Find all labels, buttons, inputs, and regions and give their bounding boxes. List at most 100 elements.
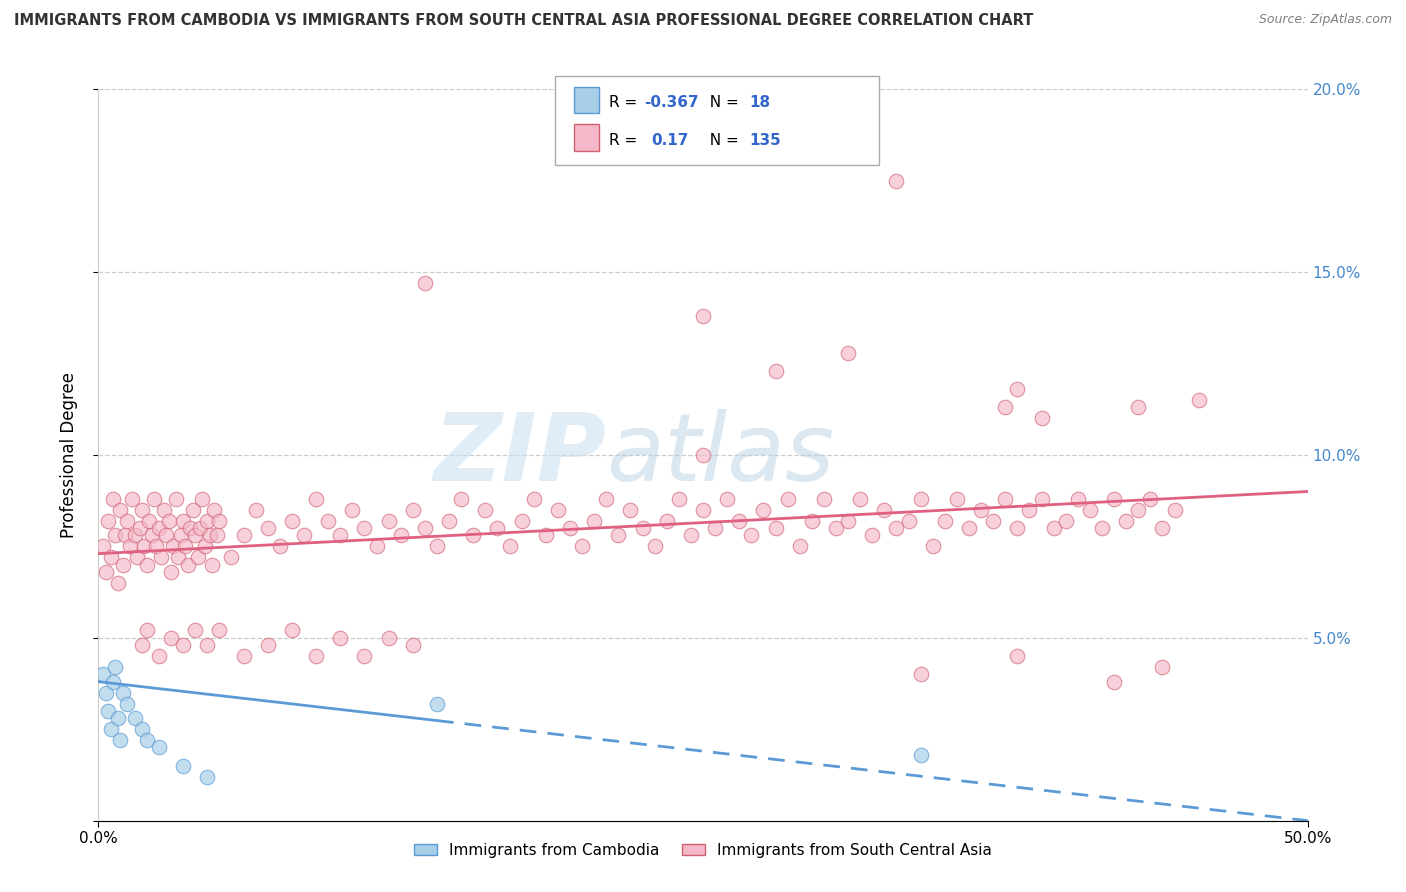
Point [342, 503, 364, 517]
Point [957, 521, 980, 535]
Point [1102, 491, 1125, 506]
Point [191, 491, 214, 506]
Text: 18: 18 [749, 95, 770, 111]
Point [1163, 503, 1185, 517]
Point [107, 711, 129, 725]
Point [692, 448, 714, 462]
Point [498, 539, 520, 553]
Point [97, 704, 120, 718]
Point [1152, 521, 1174, 535]
Point [305, 649, 328, 664]
Point [873, 503, 896, 517]
Point [174, 539, 197, 553]
Point [155, 528, 177, 542]
Point [728, 514, 751, 528]
Point [118, 539, 141, 553]
Point [108, 503, 131, 517]
Point [934, 514, 956, 528]
Point [160, 631, 183, 645]
Point [450, 491, 472, 506]
Point [426, 697, 449, 711]
Text: N =: N = [700, 133, 744, 148]
Point [256, 521, 278, 535]
Point [91, 667, 114, 681]
Point [131, 723, 153, 737]
Point [305, 491, 328, 506]
Point [946, 491, 969, 506]
Point [141, 528, 163, 542]
Point [426, 539, 449, 553]
Point [134, 539, 156, 553]
Point [94, 686, 117, 700]
Point [463, 528, 485, 542]
Point [789, 539, 811, 553]
Point [849, 491, 872, 506]
Point [201, 558, 224, 572]
Point [194, 539, 217, 553]
Point [169, 528, 191, 542]
Point [389, 528, 412, 542]
Point [100, 550, 122, 565]
Point [269, 539, 291, 553]
Point [1128, 503, 1150, 517]
Point [1042, 521, 1064, 535]
Point [145, 539, 167, 553]
Point [138, 514, 160, 528]
Point [152, 503, 174, 517]
Point [172, 514, 194, 528]
Point [1031, 411, 1053, 425]
Point [631, 521, 654, 535]
Point [187, 550, 209, 565]
Point [108, 733, 131, 747]
Point [221, 550, 243, 565]
Point [104, 528, 127, 542]
Point [148, 521, 170, 535]
Point [583, 514, 606, 528]
Point [256, 638, 278, 652]
Text: -0.367: -0.367 [644, 95, 699, 111]
Point [1139, 491, 1161, 506]
Point [1007, 382, 1029, 396]
Point [910, 747, 932, 762]
Point [510, 514, 533, 528]
Point [704, 521, 727, 535]
Point [994, 491, 1017, 506]
Point [994, 401, 1017, 415]
Point [353, 521, 375, 535]
Point [245, 503, 267, 517]
Point [413, 276, 436, 290]
Point [94, 565, 117, 579]
Point [114, 528, 136, 542]
Point [692, 503, 714, 517]
Point [558, 521, 581, 535]
Point [111, 558, 134, 572]
Point [981, 514, 1004, 528]
Point [886, 173, 908, 188]
Point [181, 503, 204, 517]
Point [353, 649, 375, 664]
Point [910, 491, 932, 506]
Point [135, 624, 157, 638]
Point [188, 521, 211, 535]
Y-axis label: Professional Degree: Professional Degree [59, 372, 77, 538]
Point [208, 514, 231, 528]
Point [104, 660, 127, 674]
Point [160, 565, 183, 579]
Legend: Immigrants from Cambodia, Immigrants from South Central Asia: Immigrants from Cambodia, Immigrants fro… [408, 837, 998, 864]
Text: Source: ZipAtlas.com: Source: ZipAtlas.com [1258, 13, 1392, 27]
Point [208, 624, 231, 638]
Point [281, 514, 304, 528]
Point [1007, 649, 1029, 664]
Point [679, 528, 702, 542]
Text: atlas: atlas [606, 409, 835, 500]
Point [619, 503, 641, 517]
Point [1067, 491, 1090, 506]
Point [107, 576, 129, 591]
Point [1091, 521, 1114, 535]
Point [292, 528, 315, 542]
Point [1054, 514, 1077, 528]
Point [886, 521, 908, 535]
Point [316, 514, 339, 528]
Point [740, 528, 762, 542]
Point [117, 697, 139, 711]
